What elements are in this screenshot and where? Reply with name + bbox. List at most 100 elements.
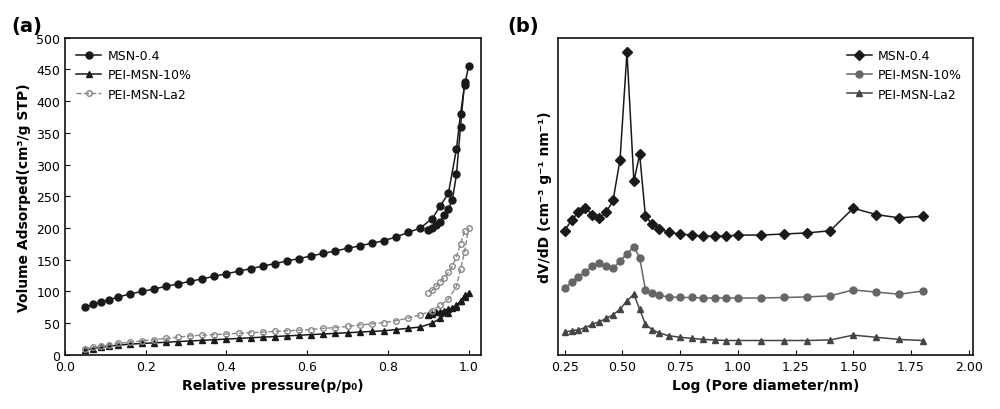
MSN-0.4 — [628, 180, 640, 184]
MSN-0.4 — [426, 216, 438, 221]
MSN-0.4 — [172, 282, 184, 287]
PEI-MSN-10% — [317, 332, 329, 337]
PEI-MSN-La2 — [720, 338, 732, 343]
PEI-MSN-10% — [79, 348, 91, 353]
PEI-MSN-La2 — [709, 338, 721, 343]
PEI-MSN-La2 — [639, 322, 651, 327]
MSN-0.4 — [245, 267, 257, 272]
PEI-MSN-10% — [196, 338, 208, 343]
MSN-0.4 — [390, 235, 402, 240]
PEI-MSN-La2 — [329, 326, 341, 330]
Line: MSN-0.4: MSN-0.4 — [561, 49, 926, 240]
PEI-MSN-La2 — [233, 331, 245, 336]
PEI-MSN-10% — [245, 335, 257, 340]
MSN-0.4 — [378, 239, 390, 244]
MSN-0.4 — [600, 211, 612, 216]
PEI-MSN-10% — [801, 295, 813, 300]
MSN-0.4 — [801, 231, 813, 236]
PEI-MSN-10% — [442, 311, 454, 316]
MSN-0.4 — [463, 65, 475, 70]
PEI-MSN-10% — [697, 296, 709, 301]
PEI-MSN-10% — [103, 344, 115, 348]
MSN-0.4 — [755, 233, 767, 238]
PEI-MSN-La2 — [442, 297, 454, 302]
MSN-0.4 — [847, 206, 859, 211]
PEI-MSN-La2 — [95, 344, 107, 348]
PEI-MSN-La2 — [628, 292, 640, 297]
MSN-0.4 — [184, 279, 196, 284]
PEI-MSN-La2 — [778, 338, 790, 343]
PEI-MSN-La2 — [317, 326, 329, 331]
MSN-0.4 — [709, 234, 721, 239]
PEI-MSN-10% — [233, 336, 245, 341]
PEI-MSN-La2 — [136, 339, 148, 344]
PEI-MSN-La2 — [293, 328, 305, 333]
PEI-MSN-La2 — [79, 346, 91, 351]
PEI-MSN-La2 — [220, 332, 232, 337]
PEI-MSN-10% — [653, 293, 665, 298]
Legend: MSN-0.4, PEI-MSN-10%, PEI-MSN-La2: MSN-0.4, PEI-MSN-10%, PEI-MSN-La2 — [842, 45, 967, 106]
PEI-MSN-La2 — [566, 328, 578, 333]
Line: PEI-MSN-10%: PEI-MSN-10% — [82, 290, 472, 353]
PEI-MSN-La2 — [801, 338, 813, 343]
PEI-MSN-10% — [639, 288, 651, 293]
PEI-MSN-10% — [220, 337, 232, 342]
MSN-0.4 — [136, 289, 148, 294]
MSN-0.4 — [870, 213, 882, 218]
PEI-MSN-La2 — [354, 323, 366, 328]
PEI-MSN-10% — [329, 331, 341, 336]
X-axis label: Log (Pore diameter/nm): Log (Pore diameter/nm) — [672, 378, 859, 392]
MSN-0.4 — [354, 244, 366, 249]
PEI-MSN-La2 — [148, 337, 160, 342]
PEI-MSN-10% — [628, 245, 640, 250]
PEI-MSN-10% — [354, 330, 366, 335]
PEI-MSN-La2 — [824, 338, 836, 343]
PEI-MSN-10% — [305, 333, 317, 337]
PEI-MSN-La2 — [124, 340, 136, 345]
MSN-0.4 — [593, 216, 605, 221]
MSN-0.4 — [124, 292, 136, 297]
MSN-0.4 — [112, 295, 124, 300]
PEI-MSN-10% — [426, 321, 438, 326]
MSN-0.4 — [305, 254, 317, 259]
Text: (b): (b) — [508, 16, 539, 36]
PEI-MSN-10% — [463, 290, 475, 295]
PEI-MSN-10% — [414, 325, 426, 330]
PEI-MSN-10% — [160, 340, 172, 345]
PEI-MSN-La2 — [572, 328, 584, 333]
PEI-MSN-La2 — [732, 338, 744, 343]
PEI-MSN-10% — [621, 252, 633, 257]
PEI-MSN-10% — [607, 266, 619, 271]
PEI-MSN-La2 — [653, 331, 665, 336]
PEI-MSN-10% — [778, 295, 790, 300]
PEI-MSN-La2 — [160, 336, 172, 341]
Y-axis label: dV/dD (cm⁻³ g⁻¹ nm⁻¹): dV/dD (cm⁻³ g⁻¹ nm⁻¹) — [538, 111, 552, 283]
PEI-MSN-10% — [593, 261, 605, 266]
PEI-MSN-La2 — [893, 337, 905, 342]
MSN-0.4 — [697, 234, 709, 239]
MSN-0.4 — [614, 158, 626, 163]
MSN-0.4 — [220, 272, 232, 276]
PEI-MSN-La2 — [847, 333, 859, 338]
MSN-0.4 — [148, 287, 160, 292]
PEI-MSN-La2 — [559, 330, 571, 335]
MSN-0.4 — [366, 241, 378, 246]
PEI-MSN-La2 — [663, 333, 675, 338]
PEI-MSN-10% — [172, 339, 184, 344]
MSN-0.4 — [579, 206, 591, 211]
PEI-MSN-La2 — [281, 328, 293, 333]
MSN-0.4 — [402, 231, 414, 236]
MSN-0.4 — [732, 233, 744, 238]
PEI-MSN-La2 — [184, 334, 196, 339]
PEI-MSN-10% — [847, 288, 859, 293]
PEI-MSN-La2 — [586, 322, 598, 327]
MSN-0.4 — [566, 218, 578, 223]
PEI-MSN-10% — [208, 337, 220, 342]
PEI-MSN-10% — [434, 316, 446, 321]
PEI-MSN-La2 — [646, 328, 658, 333]
PEI-MSN-La2 — [103, 342, 115, 347]
MSN-0.4 — [893, 216, 905, 221]
PEI-MSN-10% — [709, 296, 721, 301]
PEI-MSN-La2 — [463, 226, 475, 231]
MSN-0.4 — [674, 232, 686, 237]
